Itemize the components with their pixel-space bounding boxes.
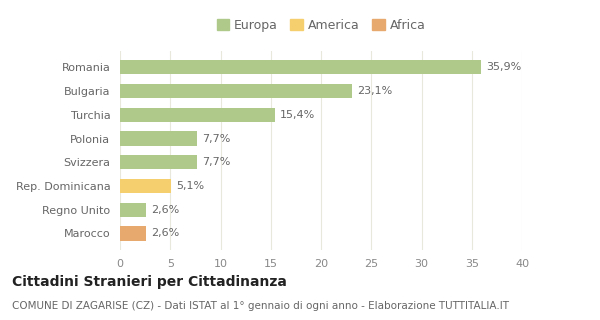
Bar [120, 60, 481, 75]
Text: 15,4%: 15,4% [280, 110, 315, 120]
Bar [120, 84, 352, 98]
Text: COMUNE DI ZAGARISE (CZ) - Dati ISTAT al 1° gennaio di ogni anno - Elaborazione T: COMUNE DI ZAGARISE (CZ) - Dati ISTAT al … [12, 301, 509, 311]
Text: 5,1%: 5,1% [176, 181, 205, 191]
Bar [120, 155, 197, 169]
Legend: Europa, America, Africa: Europa, America, Africa [212, 14, 431, 37]
Text: 7,7%: 7,7% [202, 157, 231, 167]
Bar [120, 179, 171, 193]
Bar [120, 203, 146, 217]
Bar [120, 108, 275, 122]
Text: 7,7%: 7,7% [202, 133, 231, 144]
Text: 2,6%: 2,6% [151, 228, 179, 238]
Bar [120, 132, 197, 146]
Text: 23,1%: 23,1% [357, 86, 392, 96]
Text: Cittadini Stranieri per Cittadinanza: Cittadini Stranieri per Cittadinanza [12, 275, 287, 289]
Bar [120, 226, 146, 241]
Text: 2,6%: 2,6% [151, 205, 179, 215]
Text: 35,9%: 35,9% [486, 62, 521, 72]
